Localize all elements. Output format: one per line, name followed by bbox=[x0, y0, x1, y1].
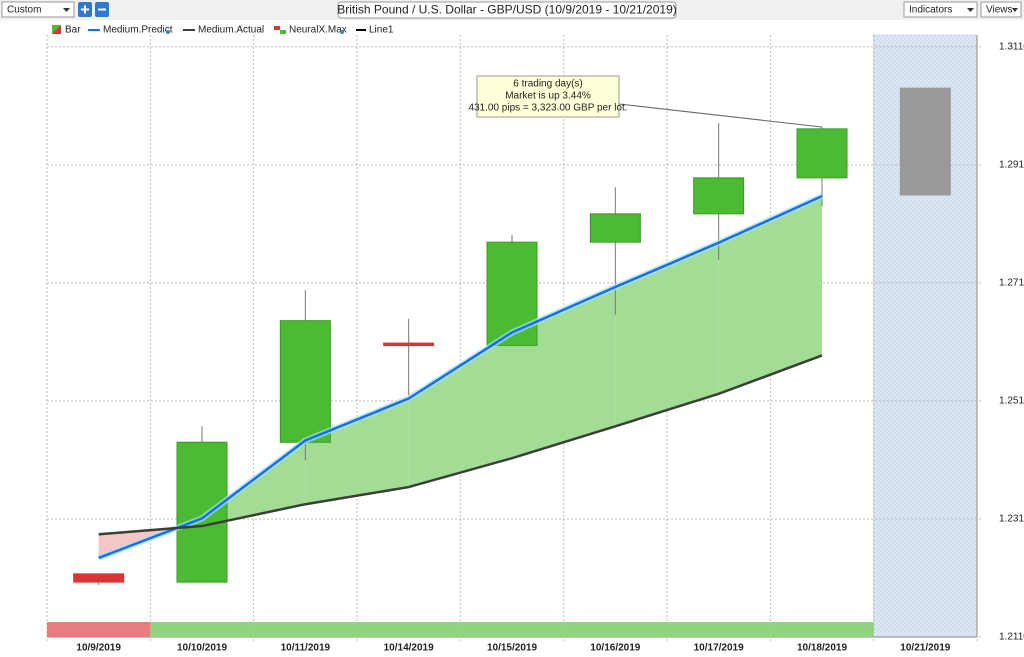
candle-body bbox=[693, 177, 745, 215]
spread-fill bbox=[615, 242, 719, 427]
views-label: Views bbox=[986, 5, 1013, 16]
legend-swatch bbox=[280, 30, 286, 34]
signal-band bbox=[253, 622, 357, 637]
candle-body bbox=[279, 320, 331, 443]
spread-fill bbox=[408, 332, 512, 488]
chart-title: British Pound / U.S. Dollar - GBP/USD (1… bbox=[337, 3, 677, 17]
x-tick-label: 10/14/2019 bbox=[384, 643, 434, 654]
signal-band bbox=[667, 622, 771, 637]
dropdown-arrow bbox=[967, 8, 974, 12]
y-tick-label: 1.2710 bbox=[999, 278, 1024, 289]
series-line bbox=[98, 354, 823, 536]
views-dropdown[interactable] bbox=[980, 1, 1022, 18]
y-tick-label: 1.2110 bbox=[999, 632, 1024, 643]
legend-label: NeuralX.Max bbox=[289, 25, 347, 36]
indicators-dropdown[interactable] bbox=[903, 1, 978, 18]
spread-fill bbox=[718, 196, 822, 394]
dropdown-arrow bbox=[1012, 8, 1018, 12]
signal-band bbox=[563, 622, 667, 637]
y-tick-label: 1.2910 bbox=[999, 159, 1024, 170]
x-tick-label: 10/9/2019 bbox=[76, 643, 121, 654]
dropdown-arrow bbox=[63, 8, 70, 12]
signal-band bbox=[47, 622, 151, 637]
signal-band bbox=[357, 622, 461, 637]
title-box bbox=[337, 1, 677, 19]
spread-fill bbox=[512, 287, 616, 459]
legend-label: Medium.Predict bbox=[103, 25, 173, 36]
series-line bbox=[98, 194, 823, 560]
candle-body bbox=[796, 128, 848, 179]
annotation-pointer bbox=[618, 103, 823, 128]
y-tick-label: 1.2310 bbox=[999, 514, 1024, 525]
annotation-text: 6 trading day(s) bbox=[513, 79, 582, 90]
x-tick-label: 10/17/2019 bbox=[694, 643, 744, 654]
signal-band bbox=[150, 622, 254, 637]
legend-swatch bbox=[274, 26, 280, 30]
candle-body bbox=[383, 342, 435, 347]
spread-fill bbox=[305, 398, 409, 505]
y-tick-label: 1.3110 bbox=[999, 41, 1024, 52]
indicators-label: Indicators bbox=[909, 5, 952, 16]
x-tick-label: 10/21/2019 bbox=[900, 643, 950, 654]
legend-label: Medium.Actual bbox=[198, 25, 264, 36]
annotation-text: Market is up 3.44% bbox=[505, 91, 591, 102]
signal-band bbox=[770, 622, 874, 637]
legend-dot bbox=[166, 30, 170, 34]
signal-band bbox=[460, 622, 564, 637]
candle-body bbox=[899, 87, 951, 196]
candle-body bbox=[176, 441, 228, 583]
candle-body bbox=[73, 573, 125, 583]
annotation-box bbox=[476, 75, 620, 118]
legend-label: Line1 bbox=[369, 25, 394, 36]
y-tick-label: 1.2510 bbox=[999, 396, 1024, 407]
legend-dot bbox=[340, 30, 344, 34]
preset-label: Custom bbox=[7, 5, 41, 16]
plus-icon bbox=[81, 5, 89, 14]
legend-label: Bar bbox=[65, 25, 81, 36]
x-tick-label: 10/10/2019 bbox=[177, 643, 227, 654]
x-tick-label: 10/11/2019 bbox=[281, 643, 331, 654]
x-tick-label: 10/18/2019 bbox=[797, 643, 847, 654]
preset-dropdown[interactable] bbox=[1, 1, 75, 18]
candle-body bbox=[589, 213, 641, 243]
x-tick-label: 10/15/2019 bbox=[487, 643, 537, 654]
x-tick-label: 10/16/2019 bbox=[590, 643, 640, 654]
legend-swatch bbox=[52, 25, 61, 34]
annotation-text: 431.00 pips = 3,323.00 GBP per lot. bbox=[468, 103, 627, 114]
